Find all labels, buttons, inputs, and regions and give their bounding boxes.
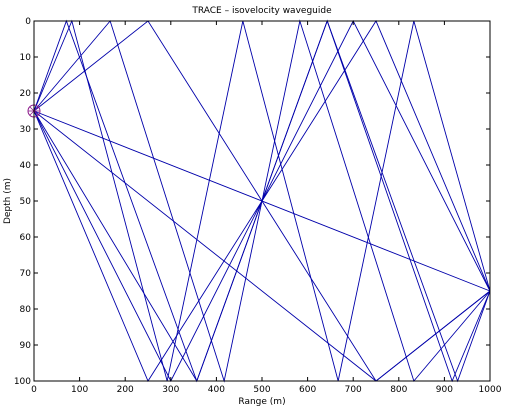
source-spoke — [29, 106, 35, 112]
chart-title: TRACE – isovelocity waveguide — [191, 6, 332, 16]
source-spoke — [33, 110, 39, 116]
x-tick-label: 0 — [31, 385, 37, 395]
x-axis-label: Range (m) — [238, 397, 285, 407]
x-tick-label: 1000 — [479, 385, 502, 395]
x-axis-ticks: 0 100 200 300 400 500 600 700 800 900 1000 — [31, 21, 502, 395]
y-tick-label: 70 — [20, 269, 32, 279]
y-tick-label: 20 — [20, 89, 32, 99]
y-tick-label: 0 — [25, 17, 31, 27]
y-tick-label: 80 — [20, 305, 32, 315]
source-spoke — [33, 106, 39, 112]
x-tick-label: 300 — [162, 385, 179, 395]
ray-path-9 — [33, 19, 491, 383]
x-tick-label: 900 — [436, 385, 453, 395]
x-tick-label: 100 — [71, 385, 88, 395]
y-tick-label: 90 — [20, 341, 32, 351]
y-tick-label: 100 — [14, 377, 31, 387]
x-tick-label: 200 — [117, 385, 134, 395]
y-tick-label: 10 — [20, 53, 32, 63]
y-axis-ticks: 0 10 20 30 40 50 60 70 80 90 100 — [14, 17, 490, 387]
y-tick-label: 50 — [20, 197, 32, 207]
y-tick-label: 30 — [20, 125, 32, 135]
y-tick-label: 60 — [20, 233, 32, 243]
y-axis-label: Depth (m) — [3, 178, 13, 224]
x-tick-label: 600 — [299, 385, 316, 395]
x-tick-label: 500 — [253, 385, 270, 395]
source-spoke — [29, 110, 35, 116]
x-tick-label: 700 — [345, 385, 362, 395]
rays — [33, 19, 491, 383]
x-tick-label: 400 — [208, 385, 225, 395]
x-tick-label: 800 — [390, 385, 407, 395]
y-tick-label: 40 — [20, 161, 32, 171]
